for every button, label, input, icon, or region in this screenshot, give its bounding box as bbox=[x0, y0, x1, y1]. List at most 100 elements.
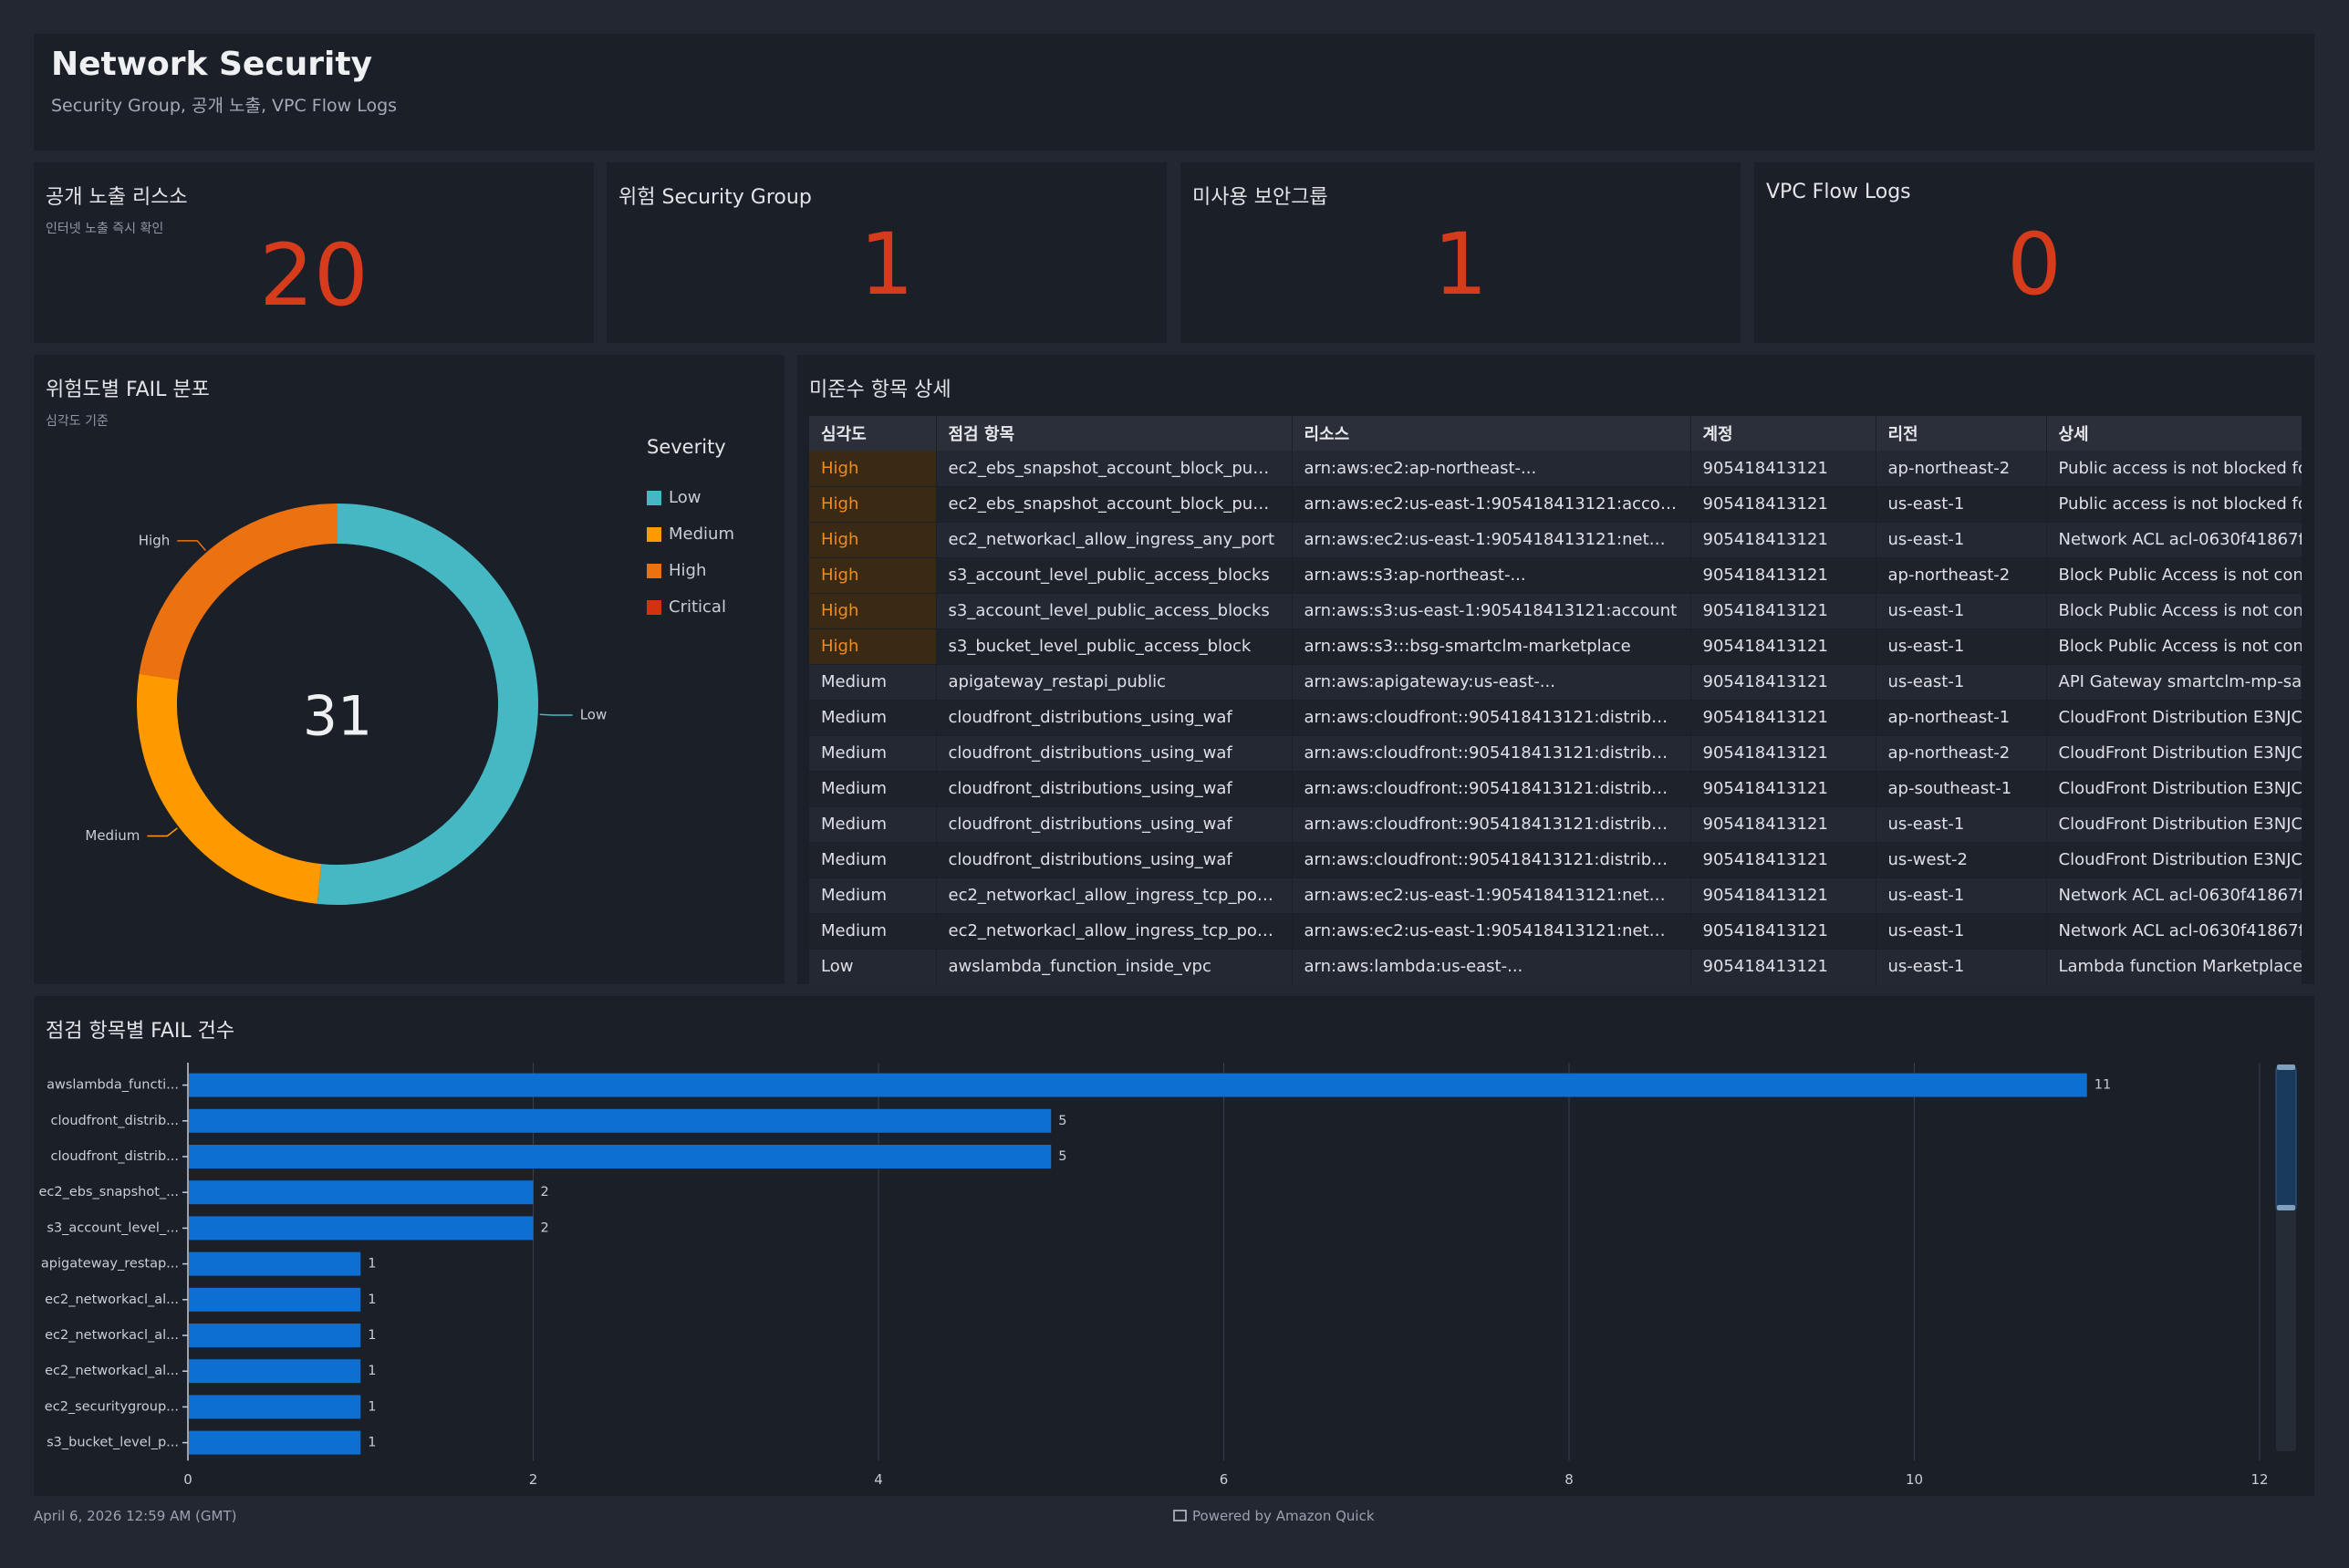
column-header-region[interactable]: 리전 bbox=[1876, 416, 2047, 451]
bar[interactable] bbox=[189, 1287, 361, 1312]
bar[interactable] bbox=[189, 1216, 534, 1241]
cell-resource: arn:aws:cloudfront::905418413121:distrib… bbox=[1292, 806, 1691, 843]
table-row[interactable]: Medium cloudfront_distributions_using_waf… bbox=[809, 806, 2302, 843]
bar-value-label: 1 bbox=[368, 1328, 376, 1343]
chart-scrollbar-handle-bottom[interactable] bbox=[2277, 1205, 2295, 1210]
table-row[interactable]: High s3_bucket_level_public_access_block a… bbox=[809, 628, 2302, 665]
bar[interactable] bbox=[189, 1359, 361, 1384]
cell-check: awslambda_function_inside_vpc bbox=[936, 949, 1293, 984]
column-header-resource[interactable]: 리소스 bbox=[1292, 416, 1691, 451]
table-row[interactable]: Low awslambda_function_inside_vpc arn:aws:… bbox=[809, 949, 2302, 984]
cell-detail: CloudFront Distribution E3NJCJ bbox=[2046, 700, 2302, 736]
cell-severity: High bbox=[809, 486, 937, 523]
page-title: Network Security bbox=[51, 46, 373, 83]
donut-callout-label: Low bbox=[580, 706, 608, 722]
x-tick-label: 12 bbox=[2250, 1471, 2268, 1488]
cell-severity: Medium bbox=[809, 842, 937, 878]
bar[interactable] bbox=[189, 1251, 361, 1276]
table-row[interactable]: High s3_account_level_public_access_block… bbox=[809, 593, 2302, 629]
legend-item-low[interactable]: Low bbox=[669, 488, 701, 507]
cell-region: ap-northeast-2 bbox=[1876, 557, 2047, 594]
table-row[interactable]: Medium cloudfront_distributions_using_waf… bbox=[809, 771, 2302, 807]
powered-by-label: Powered by Amazon Quick bbox=[1192, 1508, 1375, 1524]
cell-region: us-east-1 bbox=[1876, 806, 2047, 843]
chart-scrollbar-handle-top[interactable] bbox=[2277, 1064, 2295, 1070]
category-label: ec2_networkacl_al... bbox=[45, 1293, 179, 1307]
table-row[interactable]: Medium ec2_networkacl_allow_ingress_tcp_p… bbox=[809, 877, 2302, 914]
kpi-value: 0 bbox=[2007, 215, 2062, 315]
column-header-check[interactable]: 점검 항목 bbox=[936, 416, 1293, 451]
bar[interactable] bbox=[189, 1108, 1052, 1133]
cell-account: 905418413121 bbox=[1690, 949, 1876, 984]
powered-by[interactable]: Powered by Amazon Quick bbox=[1173, 1508, 1375, 1524]
bar[interactable] bbox=[189, 1180, 534, 1205]
chart-scrollbar-thumb[interactable] bbox=[2275, 1066, 2297, 1210]
bar[interactable] bbox=[189, 1430, 361, 1455]
cell-region: us-east-1 bbox=[1876, 664, 2047, 701]
bar-value-label: 1 bbox=[368, 1399, 376, 1414]
cell-detail: CloudFront Distribution E3NJCJ bbox=[2046, 806, 2302, 843]
severity-legend[interactable]: Low Medium High Critical bbox=[647, 488, 734, 617]
cell-check: s3_bucket_level_public_access_block bbox=[936, 628, 1293, 665]
donut-callout-line bbox=[539, 713, 573, 716]
table-row[interactable]: High s3_account_level_public_access_block… bbox=[809, 557, 2302, 594]
cell-region: us-east-1 bbox=[1876, 486, 2047, 523]
cell-detail: Network ACL acl-0630f41867f0 bbox=[2046, 877, 2302, 914]
kpi-value: 1 bbox=[1433, 215, 1488, 315]
cell-account: 905418413121 bbox=[1690, 451, 1876, 487]
donut-slice-low[interactable] bbox=[317, 504, 538, 905]
cell-account: 905418413121 bbox=[1690, 842, 1876, 878]
kpi-title: VPC Flow Logs bbox=[1766, 181, 1911, 203]
kpi-card-vpc-flow-logs[interactable]: VPC Flow Logs 0 bbox=[1754, 162, 2314, 343]
cell-account: 905418413121 bbox=[1690, 593, 1876, 629]
cell-check: cloudfront_distributions_using_waf bbox=[936, 842, 1293, 878]
donut-slice-high[interactable] bbox=[139, 504, 338, 680]
cell-severity: Medium bbox=[809, 735, 937, 772]
cell-detail: Block Public Access is not config bbox=[2046, 557, 2302, 594]
column-header-account[interactable]: 계정 bbox=[1690, 416, 1876, 451]
severity-donut-panel: 위험도별 FAIL 분포 심각도 기준 Low Medium High 31 Sev… bbox=[34, 355, 785, 984]
donut-slice-medium[interactable] bbox=[137, 673, 322, 904]
table-row[interactable]: Medium cloudfront_distributions_using_waf… bbox=[809, 700, 2302, 736]
cell-resource: arn:aws:lambda:us-east-... bbox=[1292, 949, 1691, 984]
cell-resource: arn:aws:s3:ap-northeast-... bbox=[1292, 557, 1691, 594]
cell-region: us-east-1 bbox=[1876, 877, 2047, 914]
category-label: cloudfront_distrib... bbox=[50, 1114, 179, 1128]
severity-donut-chart[interactable]: Low Medium High 31 Severity Low Medium High C… bbox=[34, 355, 785, 984]
dashboard-header: Network Security Security Group, 공개 노출, … bbox=[34, 34, 2314, 151]
kpi-card-unused-security-group[interactable]: 미사용 보안그룹 1 bbox=[1180, 162, 1741, 343]
cell-severity: Low bbox=[809, 949, 937, 984]
table-row[interactable]: Medium apigateway_restapi_public arn:aws:a… bbox=[809, 664, 2302, 701]
noncompliance-table[interactable]: 심각도 점검 항목 리소스 계정 리전 상세 High ec2_ebs_snaps… bbox=[809, 416, 2302, 984]
bar-value-label: 1 bbox=[368, 1436, 376, 1450]
fail-count-bar-chart[interactable]: awslambda_functi... 11cloudfront_distrib.… bbox=[34, 996, 2314, 1496]
cell-detail: CloudFront Distribution E3NJCJ bbox=[2046, 735, 2302, 772]
bar[interactable] bbox=[189, 1073, 2087, 1097]
table-row[interactable]: High ec2_networkacl_allow_ingress_any_por… bbox=[809, 522, 2302, 558]
chart-icon bbox=[1173, 1510, 1187, 1521]
legend-item-critical[interactable]: Critical bbox=[669, 597, 726, 617]
cell-check: cloudfront_distributions_using_waf bbox=[936, 735, 1293, 772]
cell-severity: High bbox=[809, 593, 937, 629]
table-row[interactable]: High ec2_ebs_snapshot_account_block_publi… bbox=[809, 486, 2302, 523]
legend-swatch-medium bbox=[647, 527, 661, 542]
donut-callout-line bbox=[177, 540, 206, 552]
table-row[interactable]: High ec2_ebs_snapshot_account_block_publi… bbox=[809, 451, 2302, 487]
table-row[interactable]: Medium cloudfront_distributions_using_waf… bbox=[809, 735, 2302, 772]
table-row[interactable]: Medium ec2_networkacl_allow_ingress_tcp_p… bbox=[809, 913, 2302, 950]
column-header-detail[interactable]: 상세 bbox=[2046, 416, 2302, 451]
donut-callout-label: Medium bbox=[85, 827, 140, 844]
bar-value-label: 1 bbox=[368, 1257, 376, 1272]
legend-item-high[interactable]: High bbox=[669, 561, 706, 580]
bar[interactable] bbox=[189, 1395, 361, 1419]
kpi-card-public-exposure[interactable]: 공개 노출 리스소 인터넷 노출 즉시 확인 20 bbox=[34, 162, 594, 343]
bar[interactable] bbox=[189, 1145, 1052, 1168]
legend-item-medium[interactable]: Medium bbox=[669, 524, 734, 544]
column-header-severity[interactable]: 심각도 bbox=[809, 416, 937, 451]
bar[interactable] bbox=[189, 1324, 361, 1347]
kpi-card-risky-security-group[interactable]: 위험 Security Group 1 bbox=[607, 162, 1167, 343]
cell-account: 905418413121 bbox=[1690, 522, 1876, 558]
cell-account: 905418413121 bbox=[1690, 735, 1876, 772]
cell-check: s3_account_level_public_access_blocks bbox=[936, 557, 1293, 594]
table-row[interactable]: Medium cloudfront_distributions_using_waf… bbox=[809, 842, 2302, 878]
